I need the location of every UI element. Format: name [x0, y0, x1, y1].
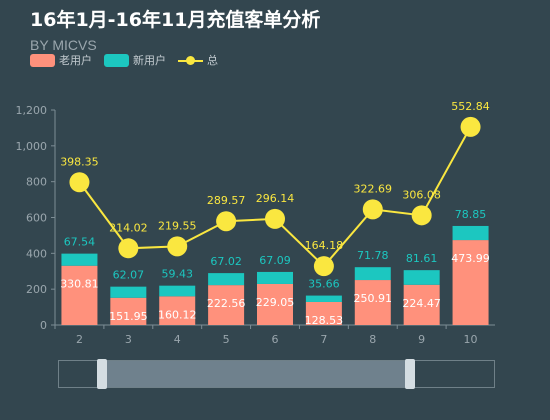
data-label-old-users: 151.95 — [109, 310, 148, 323]
bar-old-users — [354, 280, 391, 325]
bar-old-users — [403, 284, 440, 325]
y-tick-label: 1,200 — [16, 104, 48, 117]
data-label-total: 219.55 — [158, 219, 197, 232]
y-tick-label: 200 — [26, 283, 47, 296]
legend-item-new-users[interactable]: 新用户 — [104, 52, 166, 68]
point-total — [69, 172, 90, 193]
data-label-new-users: 67.54 — [64, 236, 96, 249]
x-tick-label: 2 — [76, 333, 83, 346]
data-label-new-users: 78.85 — [455, 208, 487, 221]
bar-old-users — [305, 301, 342, 325]
y-tick-label: 1,000 — [16, 140, 48, 153]
data-zoom-slider[interactable] — [58, 359, 495, 389]
bar-new-users — [159, 285, 196, 297]
data-zoom-handle-right[interactable] — [405, 359, 415, 389]
bar-old-users — [61, 265, 98, 325]
data-label-total: 552.84 — [451, 100, 490, 113]
legend-swatch-new-users — [104, 53, 129, 67]
data-label-new-users: 81.61 — [406, 252, 438, 265]
y-tick-label: 400 — [26, 247, 47, 260]
data-label-new-users: 62.07 — [113, 269, 145, 282]
point-total — [167, 236, 188, 257]
bar-old-users — [208, 285, 245, 325]
bar-old-users — [159, 296, 196, 325]
bar-new-users — [452, 225, 489, 241]
point-total — [460, 116, 481, 137]
data-label-old-users: 229.05 — [256, 296, 295, 309]
data-label-total: 398.35 — [60, 155, 99, 168]
data-label-new-users: 71.78 — [357, 249, 389, 262]
chart-subtitle: BY MICVS — [30, 37, 97, 53]
legend-label-old-users: 老用户 — [59, 54, 92, 67]
point-total — [313, 256, 334, 277]
bar-new-users — [208, 273, 245, 286]
legend-swatch-old-users — [30, 53, 55, 67]
x-tick-label: 3 — [125, 333, 132, 346]
data-zoom-window[interactable] — [102, 361, 410, 387]
y-tick-label: 800 — [26, 176, 47, 189]
data-label-total: 214.02 — [109, 221, 148, 234]
y-tick-label: 0 — [40, 319, 47, 332]
x-tick-label: 8 — [369, 333, 376, 346]
data-label-old-users: 160.12 — [158, 308, 197, 321]
bar-new-users — [305, 295, 342, 302]
legend-item-total[interactable]: 总 — [178, 52, 218, 68]
x-tick-label: 5 — [223, 333, 230, 346]
data-label-old-users: 224.47 — [402, 297, 441, 310]
bar-old-users — [257, 283, 293, 325]
point-total — [118, 238, 139, 259]
y-tick-label: 600 — [26, 212, 47, 225]
data-label-total: 306.08 — [402, 188, 441, 201]
data-label-new-users: 35.66 — [308, 278, 340, 291]
bar-new-users — [354, 267, 391, 281]
data-label-total: 322.69 — [354, 182, 393, 195]
data-label-old-users: 250.91 — [354, 292, 393, 305]
legend-label-total: 总 — [207, 54, 218, 67]
x-tick-label: 6 — [272, 333, 279, 346]
x-tick-label: 9 — [418, 333, 425, 346]
data-label-new-users: 67.02 — [210, 255, 242, 268]
data-label-new-users: 67.09 — [259, 254, 291, 267]
data-label-old-users: 128.53 — [305, 314, 344, 327]
data-label-old-users: 330.81 — [60, 278, 99, 291]
legend: 老用户 新用户 总 — [30, 53, 218, 67]
legend-item-old-users[interactable]: 老用户 — [30, 52, 92, 68]
bar-old-users — [452, 240, 489, 325]
data-label-old-users: 473.99 — [451, 252, 490, 265]
point-total — [411, 205, 432, 226]
point-total — [362, 199, 383, 220]
data-label-total: 164.18 — [305, 239, 344, 252]
x-tick-label: 4 — [174, 333, 181, 346]
data-zoom-handle-left[interactable] — [97, 359, 107, 389]
data-label-new-users: 59.43 — [161, 268, 193, 281]
bar-new-users — [403, 270, 440, 285]
data-label-total: 296.14 — [256, 192, 295, 205]
bar-new-users — [257, 271, 293, 284]
chart-title: 16年1月-16年11月充值客单分析 — [30, 9, 321, 31]
point-total — [216, 211, 237, 232]
x-tick-label: 10 — [464, 333, 478, 346]
legend-swatch-total — [178, 54, 203, 67]
legend-label-new-users: 新用户 — [133, 54, 166, 67]
x-tick-label: 7 — [320, 333, 327, 346]
bar-new-users — [110, 286, 147, 298]
point-total — [265, 208, 285, 229]
bar-old-users — [110, 297, 147, 325]
bar-new-users — [61, 253, 98, 266]
data-label-old-users: 222.56 — [207, 297, 246, 310]
data-label-total: 289.57 — [207, 194, 246, 207]
